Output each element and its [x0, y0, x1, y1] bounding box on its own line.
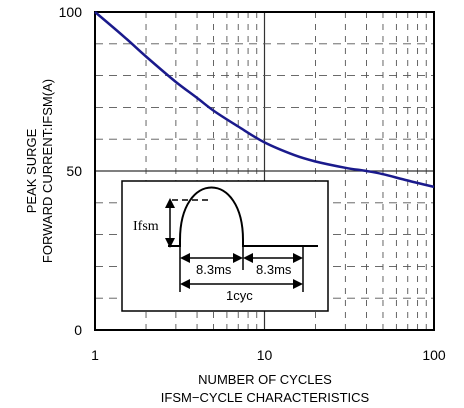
y-tick-label: 50: [66, 163, 82, 179]
cycle-head-left: [180, 279, 190, 289]
tick-labels: 1 10 100 0 50 100: [59, 4, 446, 363]
half-period-2-label: 8.3ms: [256, 262, 292, 277]
x-tick-label: 100: [422, 347, 446, 363]
cycle-head-right: [293, 279, 303, 289]
half-sine-pulse: [168, 186, 318, 247]
ifsm-arrow-head-bottom: [165, 238, 175, 248]
chart-caption: IFSM−CYCLE CHARACTERISTICS: [161, 390, 370, 405]
waveform-inset: Ifsm 8.3ms 8.3ms 1cyc: [121, 180, 329, 312]
ifsm-arrow-head-top: [165, 198, 175, 208]
x-tick-label: 10: [257, 347, 273, 363]
x-axis-label: NUMBER OF CYCLES: [198, 372, 332, 387]
surge-current-curve: [94, 11, 435, 189]
cycle-label: 1cyc: [226, 288, 253, 303]
y-tick-label: 100: [59, 4, 83, 20]
y-tick-label: 0: [74, 322, 82, 338]
half-period-2-head-left: [243, 253, 253, 263]
half-period-1-label: 8.3ms: [196, 262, 232, 277]
x-tick-label: 1: [91, 347, 99, 363]
ifsm-label: Ifsm: [133, 219, 159, 234]
half-period-2-head-right: [293, 253, 303, 263]
half-period-1-head-right: [233, 253, 243, 263]
y-axis-label-line2: FORWARD CURRENT:IFSM(A): [40, 79, 55, 263]
plot-frame: [94, 11, 435, 331]
half-period-1-head-left: [180, 253, 190, 263]
y-axis-label-line1: PEAK SURGE: [24, 128, 39, 213]
